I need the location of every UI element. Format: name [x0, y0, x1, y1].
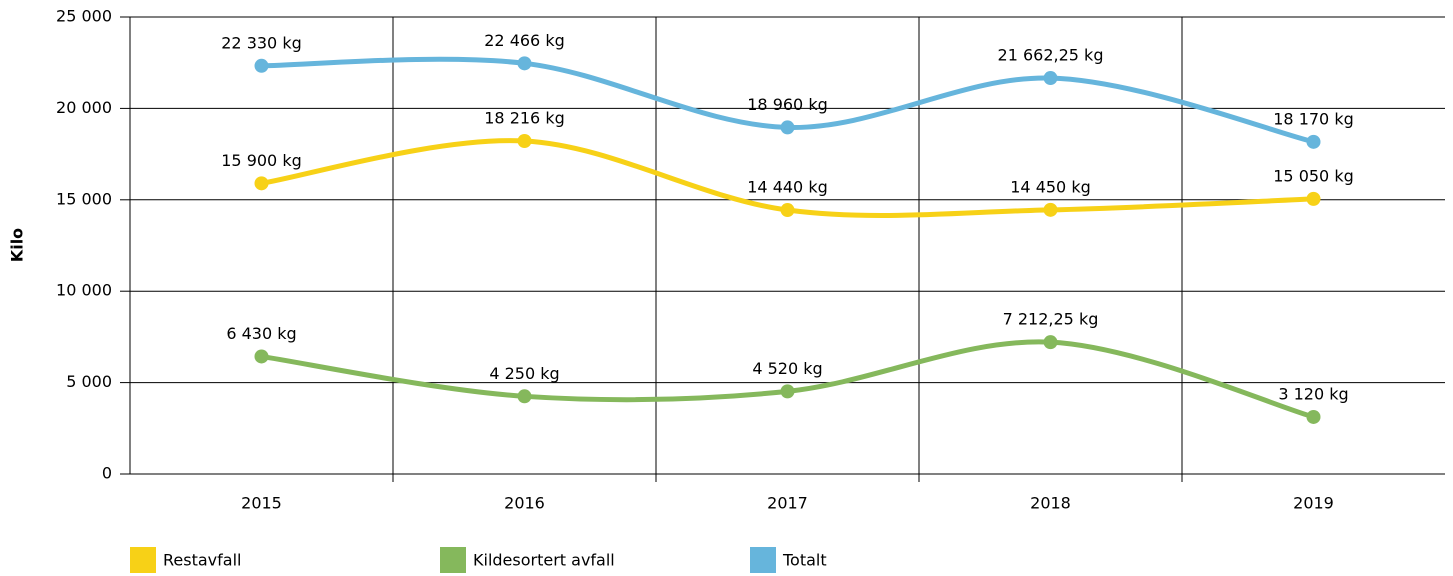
data-label: 15 050 kg — [1273, 166, 1354, 185]
legend-label: Restavfall — [163, 551, 241, 570]
data-label: 6 430 kg — [226, 324, 296, 343]
data-point — [254, 176, 269, 191]
data-label: 18 960 kg — [747, 95, 828, 114]
y-tick-label: 25 000 — [56, 7, 112, 26]
y-tick-label: 10 000 — [56, 281, 112, 300]
data-label: 14 440 kg — [747, 178, 828, 197]
data-label: 15 900 kg — [221, 151, 302, 170]
data-point — [1043, 202, 1058, 217]
data-point — [1043, 71, 1058, 86]
data-label: 7 212,25 kg — [1003, 310, 1099, 329]
data-point — [517, 389, 532, 404]
x-tick-label: 2015 — [241, 494, 282, 513]
data-label: 21 662,25 kg — [998, 46, 1104, 65]
data-label: 22 330 kg — [221, 33, 302, 52]
data-point — [780, 384, 795, 399]
legend-label: Kildesortert avfall — [473, 551, 615, 570]
y-tick-label: 0 — [102, 464, 112, 483]
x-tick-label: 2018 — [1030, 494, 1071, 513]
data-point — [254, 349, 269, 364]
data-point — [254, 58, 269, 73]
data-label: 18 170 kg — [1273, 109, 1354, 128]
legend-label: Totalt — [782, 551, 827, 570]
y-tick-label: 20 000 — [56, 98, 112, 117]
data-point — [517, 56, 532, 71]
series-line — [259, 339, 1316, 420]
data-label: 4 520 kg — [752, 359, 822, 378]
legend-swatch — [750, 547, 776, 573]
legend-swatch — [440, 547, 466, 573]
data-label: 3 120 kg — [1278, 384, 1348, 403]
x-tick-label: 2016 — [504, 494, 545, 513]
y-tick-label: 5 000 — [66, 372, 112, 391]
data-point — [1306, 134, 1321, 149]
data-point — [780, 203, 795, 218]
y-tick-label: 15 000 — [56, 189, 112, 208]
data-point — [780, 120, 795, 135]
x-tick-label: 2019 — [1293, 494, 1334, 513]
data-point — [517, 134, 532, 149]
x-tick-label: 2017 — [767, 494, 808, 513]
data-point — [1306, 409, 1321, 424]
data-point — [1043, 335, 1058, 350]
legend-swatch — [130, 547, 156, 573]
data-label: 22 466 kg — [484, 31, 565, 50]
y-axis-label: Kilo — [8, 228, 27, 262]
data-label: 14 450 kg — [1010, 177, 1091, 196]
data-point — [1306, 191, 1321, 206]
data-label: 4 250 kg — [489, 364, 559, 383]
data-label: 18 216 kg — [484, 109, 565, 128]
